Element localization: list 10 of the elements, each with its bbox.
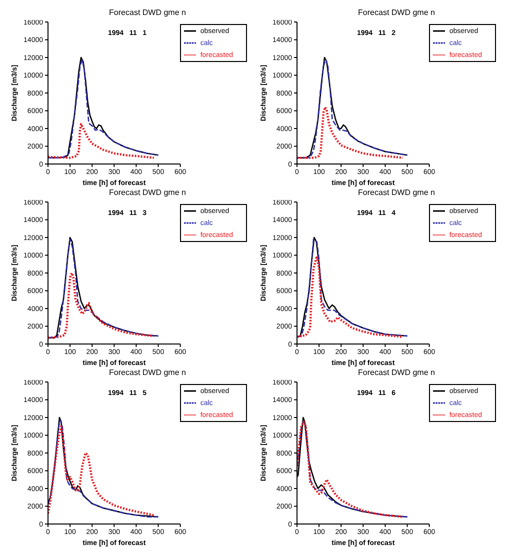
line-series (297, 106, 404, 159)
line-series (297, 255, 404, 338)
chart-title: Forecast DWD gme n (109, 188, 186, 197)
chart-title: Forecast DWD gme n (358, 188, 435, 197)
chart-title: Forecast DWD gme n (358, 8, 435, 17)
line-series (48, 122, 155, 159)
line-series (48, 272, 155, 339)
chart-title: Forecast DWD gme n (358, 368, 435, 377)
chart-title: Forecast DWD gme n (109, 8, 186, 17)
chart-title: Forecast DWD gme n (109, 368, 186, 377)
